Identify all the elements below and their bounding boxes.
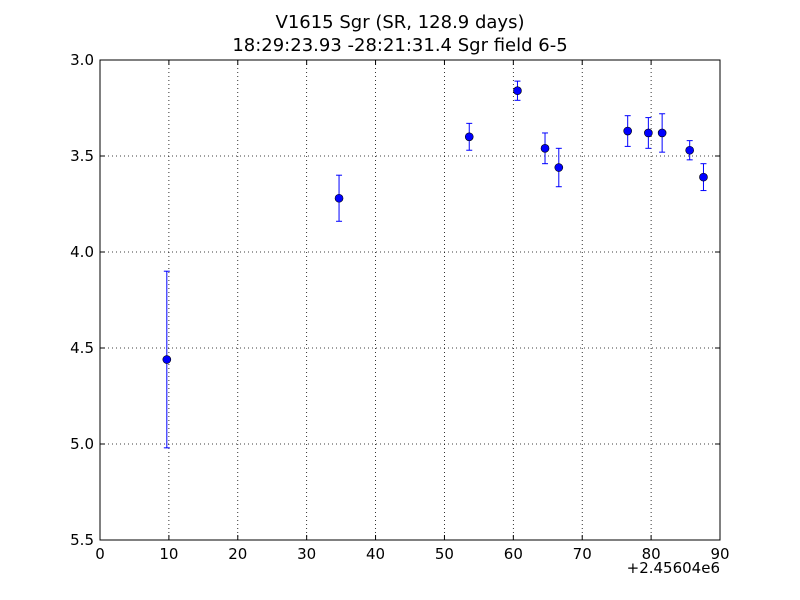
data-point	[623, 126, 632, 136]
x-axis-ticks: 0 10 20 30 40 50 60 70 80 90	[95, 60, 730, 563]
x-axis-offset-label: +2.45604e6	[626, 559, 720, 577]
x-tick-label: 20	[228, 545, 247, 563]
data-point	[657, 128, 667, 138]
y-tick-label: 5.0	[70, 435, 94, 453]
data-point	[644, 128, 653, 138]
error-bars	[163, 80, 707, 449]
x-tick-label: 90	[710, 545, 729, 563]
data-point	[513, 86, 522, 96]
x-tick-label: 50	[435, 545, 454, 563]
data-point	[540, 144, 550, 153]
data-point	[464, 132, 474, 142]
y-tick-label: 4.5	[70, 339, 94, 357]
data-point	[685, 145, 694, 155]
x-tick-label: 80	[642, 545, 661, 563]
data-point	[334, 193, 344, 203]
x-tick-label: 60	[504, 545, 523, 563]
data-points	[162, 86, 708, 364]
y-tick-label: 3.5	[70, 147, 94, 165]
x-tick-label: 30	[297, 545, 316, 563]
data-point	[554, 163, 564, 172]
y-tick-label: 4.0	[70, 243, 94, 261]
chart-subtitle: 18:29:23.93 -28:21:31.4 Sgr field 6-5	[232, 35, 568, 56]
x-tick-label: 40	[366, 545, 385, 563]
grid-lines	[100, 60, 720, 540]
data-point	[699, 172, 708, 182]
y-tick-label: 5.5	[70, 531, 94, 549]
x-tick-label: 0	[95, 545, 105, 563]
y-tick-label: 3.0	[70, 51, 94, 69]
chart-title: V1615 Sgr (SR, 128.9 days)	[275, 12, 525, 33]
data-point	[162, 355, 172, 364]
y-axis-ticks: 3.0 3.5 4.0 4.5 5.0 5.5	[70, 51, 720, 549]
x-tick-label: 10	[159, 545, 178, 563]
x-tick-label: 70	[573, 545, 592, 563]
plot-frame	[99, 59, 721, 541]
